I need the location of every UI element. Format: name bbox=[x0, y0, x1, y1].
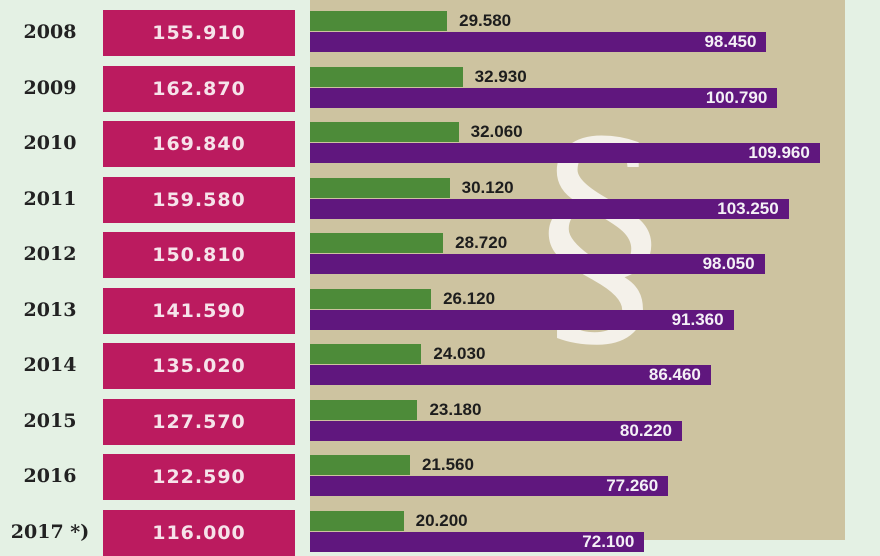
data-label: 24.030 bbox=[433, 344, 486, 363]
data-label: 26.120 bbox=[443, 288, 496, 308]
bar bbox=[310, 122, 459, 142]
bar bbox=[310, 309, 734, 330]
year-label: 2011 bbox=[23, 187, 77, 210]
bar bbox=[310, 399, 418, 420]
data-label: 98.050 bbox=[702, 254, 755, 273]
bar bbox=[310, 87, 778, 108]
total-value: 135.020 bbox=[103, 343, 295, 389]
data-label: 80.220 bbox=[619, 420, 672, 440]
paragraph-icon: § bbox=[537, 89, 663, 380]
data-label: 29.580 bbox=[459, 11, 512, 30]
bar-chart: § 2008 155.910 29.580 98.450 2009 162.870 32.9… bbox=[10, 0, 845, 556]
bar bbox=[310, 476, 669, 496]
bar bbox=[310, 365, 711, 385]
bar bbox=[310, 288, 432, 309]
year-label: 2010 bbox=[23, 132, 77, 154]
data-label: 21.560 bbox=[421, 455, 474, 474]
total-value: 150.810 bbox=[103, 232, 295, 278]
data-label: 28.720 bbox=[455, 233, 508, 252]
total-value: 127.570 bbox=[103, 398, 295, 445]
total-value: 159.580 bbox=[103, 176, 295, 223]
year-label: 2012 bbox=[23, 243, 77, 265]
year-label: 2017 *) bbox=[10, 520, 90, 543]
bar bbox=[310, 143, 820, 163]
year-label: 2014 bbox=[23, 354, 77, 376]
year-label: 2015 bbox=[23, 409, 77, 432]
bar bbox=[310, 32, 767, 52]
data-label: 23.180 bbox=[429, 399, 482, 419]
bar bbox=[310, 455, 410, 475]
total-value: 169.840 bbox=[103, 121, 295, 167]
year-label: 2008 bbox=[23, 21, 77, 43]
year-label: 2013 bbox=[23, 298, 77, 321]
data-label: 30.120 bbox=[461, 177, 514, 197]
data-label: 32.930 bbox=[474, 66, 527, 86]
bar bbox=[310, 510, 404, 531]
total-value: 162.870 bbox=[103, 65, 295, 112]
total-value: 155.910 bbox=[103, 10, 295, 56]
data-label: 20.200 bbox=[415, 510, 468, 530]
data-label: 98.450 bbox=[704, 32, 757, 51]
data-label: 109.960 bbox=[748, 143, 810, 162]
bar bbox=[310, 11, 448, 31]
data-label: 86.460 bbox=[648, 365, 701, 384]
year-label: 2016 bbox=[23, 465, 77, 487]
bar bbox=[310, 177, 450, 198]
bar bbox=[310, 344, 422, 364]
bar bbox=[310, 254, 765, 274]
data-label: 103.250 bbox=[717, 198, 779, 218]
year-label: 2009 bbox=[23, 76, 77, 99]
data-label: 77.260 bbox=[606, 476, 659, 495]
total-value: 122.590 bbox=[103, 454, 295, 500]
bar bbox=[310, 233, 444, 253]
data-label: 72.100 bbox=[582, 531, 635, 551]
total-value: 141.590 bbox=[103, 287, 295, 334]
bar bbox=[310, 66, 463, 87]
bar bbox=[310, 420, 682, 441]
total-value: 116.000 bbox=[103, 509, 295, 556]
data-label: 100.790 bbox=[705, 87, 768, 107]
bar bbox=[310, 198, 789, 219]
data-label: 32.060 bbox=[470, 122, 523, 141]
data-label: 91.360 bbox=[671, 309, 724, 329]
